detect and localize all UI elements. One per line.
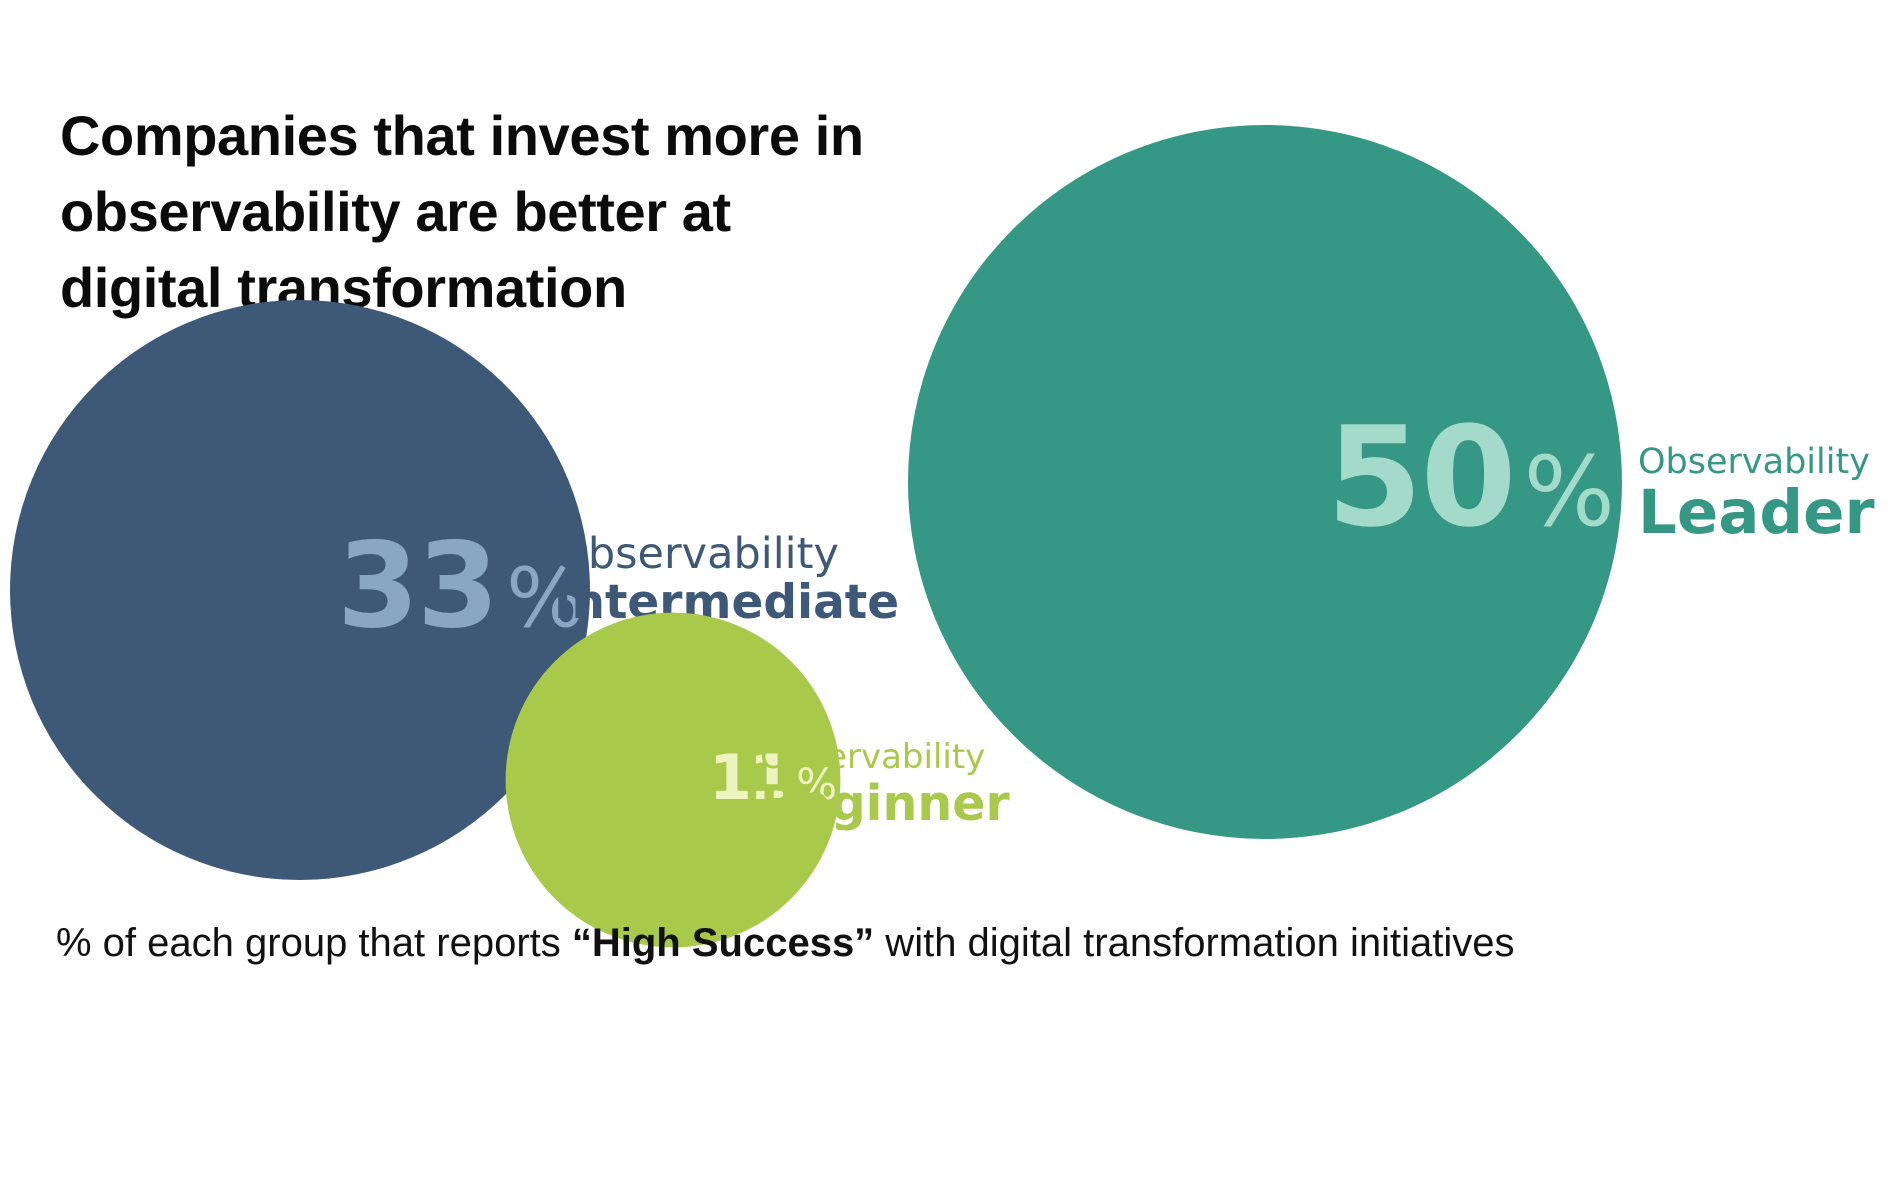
- bubble-intermediate-circle: [10, 300, 590, 880]
- bubble-beginner-label-top: Observability: [760, 737, 985, 777]
- bubble-leader-percent: %: [1524, 436, 1615, 548]
- bubble-intermediate: 33 % Observability Intermediate: [10, 300, 899, 880]
- bubble-intermediate-value-label: 33 %: [337, 517, 584, 655]
- bubble-beginner-percent: %: [796, 760, 837, 810]
- bubble-leader-label-top: Observability: [1638, 442, 1870, 482]
- chart-footnote-suffix: with digital transformation initiatives: [874, 921, 1515, 965]
- bubble-intermediate-label-top: Observability: [554, 529, 839, 579]
- bubble-leader: 50 % Observability Leader: [908, 125, 1875, 839]
- chart-footnote-prefix: % of each group that reports: [56, 921, 572, 965]
- chart-title: Companies that invest more in observabil…: [60, 98, 1020, 326]
- bubble-intermediate-percent: %: [506, 552, 584, 647]
- chart-title-line-1: Companies that invest more in: [60, 104, 864, 167]
- chart-title-line-2: observability are better at: [60, 180, 731, 243]
- bubble-beginner-label-main: Beginner: [760, 775, 1010, 832]
- bubble-beginner-number: 11: [709, 741, 789, 814]
- bubble-leader-value-label: 50 %: [1327, 397, 1615, 558]
- bubble-intermediate-number: 33: [337, 517, 497, 655]
- bubble-intermediate-label-main: Intermediate: [554, 575, 899, 630]
- chart-footnote-emphasis: “High Success”: [571, 921, 875, 965]
- bubble-leader-label-main: Leader: [1638, 477, 1875, 548]
- chart-footnote: % of each group that reports “High Succe…: [56, 918, 1514, 968]
- bubble-leader-circle: [908, 125, 1622, 839]
- bubble-beginner-value-label: 11 %: [709, 741, 837, 814]
- bubble-beginner: 11 % Observability Beginner: [505, 612, 1010, 948]
- bubble-beginner-circle: [505, 612, 841, 948]
- bubble-leader-number: 50: [1327, 397, 1515, 558]
